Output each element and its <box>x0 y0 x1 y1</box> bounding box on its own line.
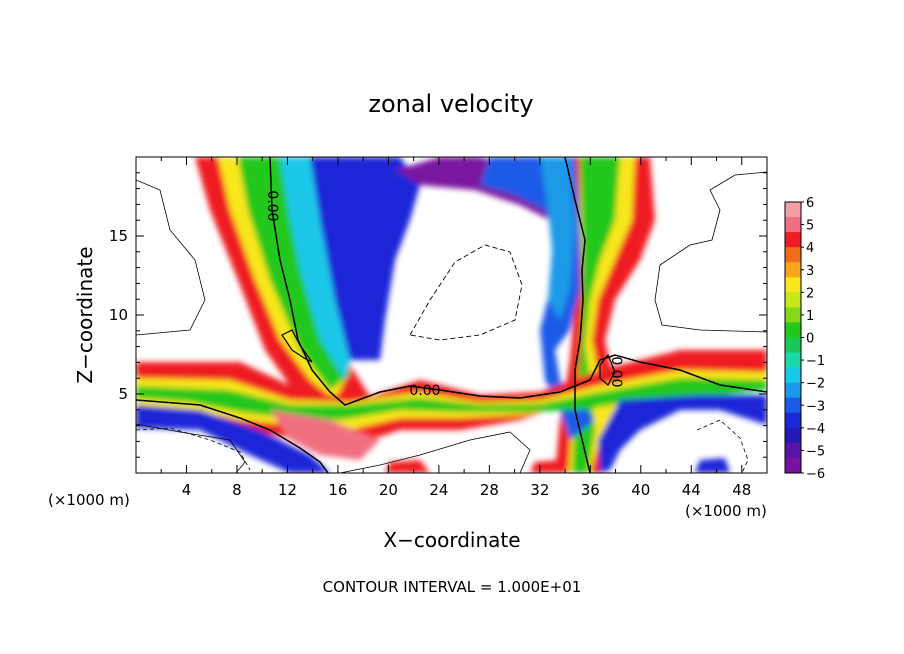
contour-zero-loop-right <box>599 353 616 386</box>
contour-zero-left <box>269 157 767 406</box>
x-tick-label: 44 <box>682 481 701 499</box>
colorbar-tick-label: 0 <box>806 332 814 347</box>
bottom-patch-red-2 <box>530 460 565 473</box>
colorbar: 6 5 4 3 2 1 0 −1 −2 −3 −4 −5 −6 <box>784 196 825 482</box>
colorbar-swatch <box>785 217 801 233</box>
contour-thin-right-top <box>654 171 767 333</box>
contour-zero-cusp <box>281 329 313 363</box>
band-lower-blue <box>136 405 330 473</box>
contour-thin-left-top <box>136 179 206 336</box>
contour-dashed-core <box>409 244 523 341</box>
band-lower-right-blue <box>598 395 767 473</box>
x-tick-label: 24 <box>429 481 448 499</box>
colorbar-swatch <box>785 307 801 323</box>
colorbar-tick-label: 1 <box>806 309 814 324</box>
colorbar-tick-label: −5 <box>806 444 825 459</box>
contour-dashed-bottom-right <box>696 419 749 473</box>
colorbar-swatch <box>785 412 801 429</box>
x-axis-label: X−coordinate <box>383 528 520 552</box>
colorbar-swatch <box>785 442 801 459</box>
chart-title: zonal velocity <box>368 90 533 118</box>
x-tick-label: 28 <box>480 481 499 499</box>
contour-thin-bottom-mid <box>339 431 531 473</box>
colorbar-tick-label: 5 <box>806 219 814 234</box>
y-tick-label: 5 <box>118 385 128 403</box>
x-tick-label: 48 <box>732 481 751 499</box>
colorbar-tick-label: −2 <box>806 377 825 392</box>
contour-lines <box>136 157 767 473</box>
colorbar-swatch <box>785 352 801 369</box>
x-tick-label: 16 <box>328 481 347 499</box>
colorbar-tick-label: −4 <box>806 422 825 437</box>
band-lower-red <box>270 410 380 460</box>
x-tick-label: 32 <box>530 481 549 499</box>
colorbar-tick-label: 2 <box>806 286 814 301</box>
y-axis: 5 10 15 <box>109 172 767 458</box>
colorbar-swatch <box>785 322 801 338</box>
colorbar-swatch <box>785 427 801 444</box>
colorbar-swatch <box>785 277 801 293</box>
contour-interval-text: CONTOUR INTERVAL = 1.000E+01 <box>323 578 582 596</box>
colorbar-swatch <box>785 247 801 263</box>
x-tick-label: 36 <box>581 481 600 499</box>
plume-right-cyan <box>540 157 575 320</box>
colorbar-swatch <box>785 292 801 308</box>
x-tick-label: 4 <box>182 481 192 499</box>
y-axis-label: Z−coordinate <box>73 246 97 383</box>
x-axis: 4 8 12 16 20 24 28 32 36 40 44 48 <box>160 157 751 499</box>
colorbar-swatch <box>785 397 801 414</box>
y-tick-label: 10 <box>109 306 128 324</box>
colorbar-tick-label: 6 <box>806 196 814 211</box>
contour-zero-lower <box>136 399 329 473</box>
colorbar-tick-label: −6 <box>806 467 825 482</box>
bottom-patch-red <box>385 460 430 473</box>
plume-left-blue <box>310 157 420 360</box>
contour-label-right: 0.00 <box>608 356 624 387</box>
plot-area: 0.00 0.00 0.00 <box>136 157 767 473</box>
colorbar-tick-label: −1 <box>806 354 825 369</box>
colorbar-swatch <box>785 337 801 354</box>
colorbar-swatch <box>785 202 801 218</box>
colorbar-swatch <box>785 367 801 384</box>
contour-label-group: 0.00 0.00 0.00 <box>264 190 624 399</box>
colorbar-swatch <box>785 262 801 278</box>
colorbar-swatch <box>785 457 801 474</box>
x-axis-unit-left: (×1000 m) <box>48 491 130 509</box>
colorbar-tick-label: −3 <box>806 399 825 414</box>
colorbar-swatch <box>785 232 801 248</box>
bottom-patch-blue <box>695 458 730 473</box>
colorbar-swatch <box>785 382 801 399</box>
colorbar-tick-label: 3 <box>806 264 814 279</box>
contour-zero-right <box>564 157 591 473</box>
x-tick-label: 20 <box>379 481 398 499</box>
contour-label-left: 0.00 <box>264 190 280 221</box>
colorbar-tick-label: 4 <box>806 241 814 256</box>
x-tick-label: 12 <box>278 481 297 499</box>
contour-label-center: 0.00 <box>409 383 440 399</box>
x-axis-unit-right: (×1000 m) <box>685 502 767 520</box>
x-tick-label: 40 <box>631 481 650 499</box>
y-tick-label: 15 <box>109 227 128 245</box>
band-green <box>136 378 767 420</box>
x-tick-label: 8 <box>232 481 242 499</box>
contour-dashed-bottom-left <box>136 427 251 471</box>
contour-thin-bottom-left <box>136 423 246 473</box>
